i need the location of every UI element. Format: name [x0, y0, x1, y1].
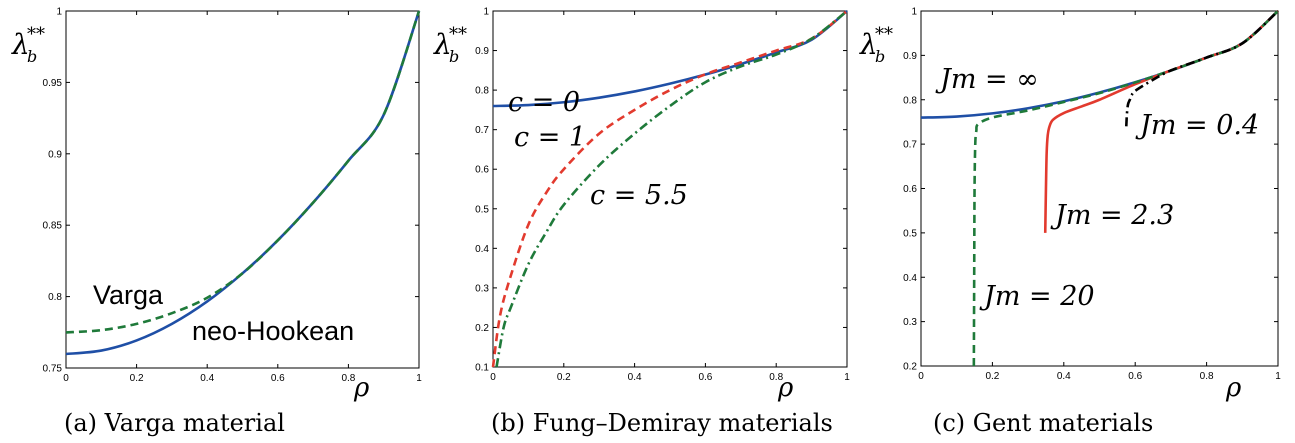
y-axis-label: λ	[433, 28, 452, 61]
annotation-varga: Varga	[93, 280, 164, 310]
y-tick-label: 0.8	[48, 292, 62, 303]
x-axis-label: ρ	[353, 373, 370, 403]
y-tick-label: 1	[911, 7, 917, 18]
x-tick-label: 0.8	[1200, 371, 1214, 382]
tick-group: 0 0.2 0.4 0.6 0.8 1 0.1 0.2 0.3 0.4 0.5 0.6 0.7 0.8 0.…	[475, 7, 850, 384]
y-tick-label: 0.9	[475, 46, 489, 57]
annotation-neo-hookean: neo-Hookean	[192, 316, 354, 346]
panel-b: 0 0.2 0.4 0.6 0.8 1 0.1 0.2 0.3 0.4 0.5 0.6 0.7 0.8 0.…	[433, 7, 850, 438]
y-tick-label: 0.4	[903, 273, 917, 284]
x-tick-label: 1	[416, 373, 422, 384]
y-tick-label: 0.5	[475, 204, 489, 215]
series-line	[972, 10, 1279, 367]
y-axis-label: λ	[11, 28, 30, 61]
panel-a: 0 0.2 0.4 0.6 0.8 1 0.75 0.8 0.85 0.9 0.95 1 λ b **…	[11, 7, 422, 438]
y-tick-label: 0.75	[43, 364, 63, 375]
series-line	[1043, 10, 1279, 233]
series-group	[491, 9, 848, 368]
caption-b: (b) Fung–Demiray materials	[491, 409, 833, 437]
y-tick-label: 0.2	[903, 362, 917, 373]
y-tick-label: 0.7	[903, 140, 917, 151]
x-tick-label: 0.8	[341, 373, 355, 384]
y-tick-label: 0.3	[475, 283, 489, 294]
annotation-c0: c = 0	[508, 87, 580, 118]
x-tick-label: 0.4	[200, 373, 214, 384]
y-tick-label: 0.9	[903, 51, 917, 62]
y-tick-label: 1	[56, 7, 62, 18]
panel-c: 0 0.2 0.4 0.6 0.8 10.20.30.40.50.60.70.80.91 …	[859, 7, 1281, 438]
y-axis-label-subscript: b	[875, 47, 885, 66]
x-tick-label: 0.8	[769, 372, 783, 383]
caption-c: (c) Gent materials	[933, 409, 1153, 437]
x-axis-label: ρ	[1225, 373, 1242, 403]
y-axis-label-subscript: b	[27, 47, 37, 66]
y-tick-label: 0.6	[475, 165, 489, 176]
x-tick-label: 0.6	[1128, 371, 1142, 382]
caption-a: (a) Varga material	[64, 409, 285, 437]
y-axis-label: λ	[859, 28, 878, 61]
x-tick-label: 0.6	[698, 372, 712, 383]
y-tick-label: 0.2	[475, 323, 489, 334]
y-tick-label: 0.85	[43, 221, 63, 232]
x-tick-label: 0.2	[985, 371, 999, 382]
y-tick-label: 0.8	[475, 86, 489, 97]
y-tick-label: 0.3	[903, 317, 917, 328]
tick-group: 0 0.2 0.4 0.6 0.8 10.20.30.40.50.60.70.80.91	[903, 7, 1281, 383]
x-tick-label: 0	[918, 371, 924, 382]
x-tick-label: 0	[490, 372, 496, 383]
series-line	[492, 10, 848, 108]
y-tick-label: 1	[483, 7, 489, 18]
annotation-jm-20: Jm = 20	[979, 281, 1095, 312]
series-group	[920, 10, 1279, 367]
y-tick-label: 0.1	[475, 363, 489, 374]
x-tick-label: 0.4	[628, 372, 642, 383]
series-line	[491, 9, 848, 368]
x-tick-label: 0.2	[130, 373, 144, 384]
y-axis-label-superscript: **	[875, 24, 893, 45]
annotation-c55: c = 5.5	[590, 180, 688, 211]
series-line	[1124, 10, 1279, 127]
annotation-c1: c = 1	[514, 122, 586, 153]
series-group	[65, 10, 421, 356]
annotation-jm-23: Jm = 2.3	[1050, 200, 1174, 231]
x-tick-label: 0	[63, 373, 69, 384]
y-axis-label-superscript: **	[27, 24, 45, 45]
plot-frame	[65, 10, 420, 369]
y-tick-label: 0.9	[48, 149, 62, 160]
y-tick-label: 0.4	[475, 244, 489, 255]
tick-group: 0 0.2 0.4 0.6 0.8 1 0.75 0.8 0.85 0.9 0.95 1	[43, 7, 423, 385]
x-tick-label: 0.4	[1057, 371, 1071, 382]
annotation-jm-04: Jm = 0.4	[1135, 110, 1259, 141]
annotation-jm-inf: Jm = ∞	[935, 64, 1039, 95]
x-tick-label: 1	[844, 372, 850, 383]
x-tick-label: 0.6	[271, 373, 285, 384]
y-axis-label-superscript: **	[449, 24, 467, 45]
y-tick-label: 0.5	[903, 228, 917, 239]
series-line	[495, 9, 848, 368]
y-tick-label: 0.7	[475, 125, 489, 136]
x-tick-label: 0.2	[557, 372, 571, 383]
y-tick-label: 0.6	[903, 184, 917, 195]
y-tick-label: 0.95	[43, 78, 63, 89]
series-line	[65, 10, 421, 356]
x-axis-label: ρ	[777, 373, 794, 403]
y-tick-label: 0.8	[903, 95, 917, 106]
plot-frame	[492, 10, 848, 368]
x-tick-label: 1	[1275, 371, 1281, 382]
y-axis-label-subscript: b	[449, 47, 459, 66]
